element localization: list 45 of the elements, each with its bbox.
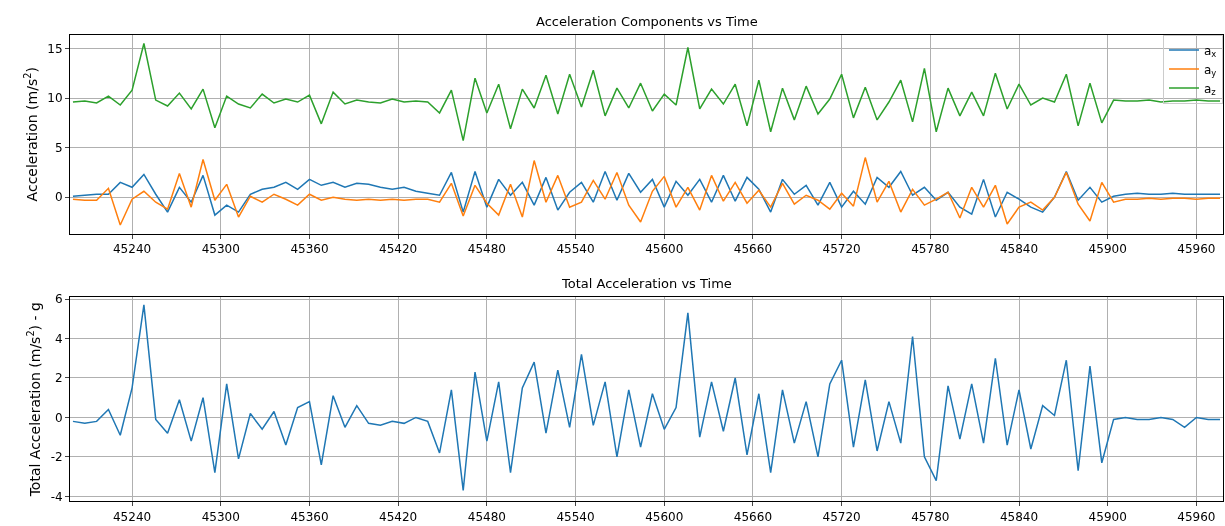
y-tick-label: 2 bbox=[54, 371, 63, 386]
x-tick-label: 45960 bbox=[1177, 242, 1216, 257]
x-tick-label: 45360 bbox=[290, 509, 329, 524]
x-tick-label: 45420 bbox=[379, 242, 418, 257]
x-tick-label: 45720 bbox=[822, 242, 861, 257]
x-tick-label: 45240 bbox=[112, 242, 152, 257]
legend-label: a$_{x}$ bbox=[1204, 43, 1217, 60]
x-tick-label: 45420 bbox=[379, 509, 418, 524]
chart-title: Acceleration Components vs Time bbox=[536, 14, 758, 29]
line-series bbox=[72, 304, 1221, 492]
legend-label: a$_{z}$ bbox=[1204, 81, 1217, 98]
x-tick-label: 45780 bbox=[911, 509, 950, 524]
x-tick-label: 45900 bbox=[1088, 242, 1127, 257]
x-tick-label: 45300 bbox=[201, 509, 240, 524]
x-tick-label: 45900 bbox=[1088, 509, 1127, 524]
x-tick-label: 45600 bbox=[645, 509, 684, 524]
y-tick-label: 5 bbox=[54, 140, 63, 155]
x-tick-label: 45720 bbox=[822, 509, 861, 524]
x-tick-label: 45660 bbox=[733, 242, 773, 257]
x-tick-label: 45780 bbox=[911, 242, 950, 257]
x-tick-label: 45540 bbox=[556, 509, 595, 524]
line-series bbox=[72, 156, 1221, 226]
x-tick-label: 45960 bbox=[1177, 509, 1216, 524]
y-tick-label: 4 bbox=[54, 331, 63, 346]
y-tick-label: 6 bbox=[54, 292, 63, 307]
x-tick-label: 45600 bbox=[645, 242, 684, 257]
x-tick-label: 45660 bbox=[733, 509, 773, 524]
x-tick-label: 45480 bbox=[467, 242, 506, 257]
y-tick-label: -2 bbox=[50, 450, 63, 465]
legend-label: a$_{y}$ bbox=[1204, 62, 1217, 79]
x-tick-label: 45360 bbox=[290, 242, 329, 257]
x-tick-label: 45240 bbox=[112, 509, 152, 524]
x-tick-label: 45840 bbox=[999, 242, 1039, 257]
y-tick-label: 0 bbox=[54, 190, 63, 205]
x-tick-label: 45480 bbox=[467, 509, 506, 524]
line-series bbox=[72, 42, 1221, 142]
x-tick-label: 45300 bbox=[201, 242, 240, 257]
y-tick-label: 0 bbox=[54, 410, 63, 425]
line-series bbox=[72, 170, 1221, 218]
chart-title: Total Acceleration vs Time bbox=[561, 276, 732, 291]
x-tick-label: 45840 bbox=[999, 509, 1039, 524]
y-tick-label: 10 bbox=[47, 91, 63, 106]
x-tick-label: 45540 bbox=[556, 242, 595, 257]
y-tick-label: -4 bbox=[50, 489, 63, 504]
y-tick-label: 15 bbox=[47, 41, 63, 56]
